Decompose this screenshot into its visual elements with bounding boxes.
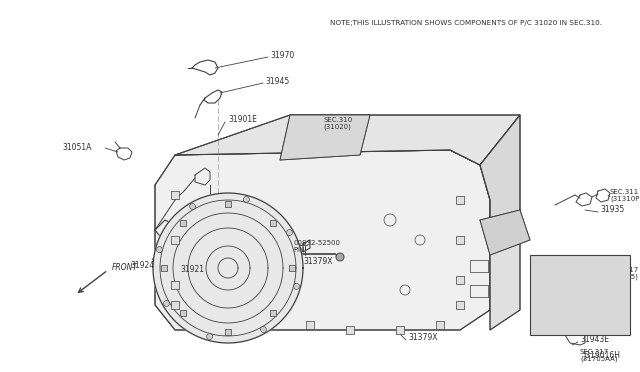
Circle shape: [260, 327, 266, 333]
Circle shape: [207, 334, 212, 340]
Circle shape: [189, 203, 195, 209]
Polygon shape: [153, 193, 303, 343]
Text: SEC.310: SEC.310: [323, 117, 352, 123]
Text: (31020): (31020): [323, 124, 351, 130]
Bar: [346, 326, 354, 334]
Circle shape: [163, 301, 170, 307]
Bar: [456, 301, 464, 309]
Bar: [171, 281, 179, 289]
Circle shape: [243, 196, 250, 202]
Bar: [270, 220, 276, 226]
Bar: [470, 260, 488, 272]
Text: 00832-52500: 00832-52500: [293, 240, 340, 246]
Text: FRONT: FRONT: [112, 263, 138, 273]
Text: 31924: 31924: [130, 260, 154, 269]
Bar: [289, 265, 295, 271]
Text: 31943E: 31943E: [580, 336, 609, 344]
Polygon shape: [155, 150, 490, 330]
Bar: [225, 201, 231, 207]
Circle shape: [156, 247, 163, 253]
Text: SEC.311: SEC.311: [610, 189, 639, 195]
Text: 31901E: 31901E: [228, 115, 257, 125]
Text: 31970: 31970: [270, 51, 294, 60]
Bar: [436, 321, 444, 329]
Text: (31310P): (31310P): [610, 196, 640, 202]
Bar: [225, 329, 231, 335]
Text: SEC.317: SEC.317: [580, 349, 609, 355]
Text: SEC.317: SEC.317: [610, 267, 639, 273]
Bar: [456, 196, 464, 204]
Text: (31705AA): (31705AA): [580, 356, 618, 362]
Polygon shape: [480, 210, 530, 255]
Text: 31051A: 31051A: [62, 144, 92, 153]
Bar: [396, 326, 404, 334]
Text: PIN: PIN: [293, 247, 305, 253]
Polygon shape: [175, 115, 520, 165]
Circle shape: [287, 230, 292, 235]
Circle shape: [294, 283, 300, 289]
Text: 31945: 31945: [265, 77, 289, 87]
Circle shape: [336, 253, 344, 261]
Text: 31921: 31921: [180, 266, 204, 275]
Polygon shape: [280, 115, 370, 160]
Text: 31379X: 31379X: [303, 257, 333, 266]
Bar: [270, 310, 276, 316]
Bar: [180, 220, 186, 226]
Text: NOTE;THIS ILLUSTRATION SHOWS COMPONENTS OF P/C 31020 IN SEC.310.: NOTE;THIS ILLUSTRATION SHOWS COMPONENTS …: [330, 20, 602, 26]
Bar: [456, 276, 464, 284]
Text: J319016H: J319016H: [583, 351, 620, 360]
Text: 31935: 31935: [600, 205, 624, 215]
Bar: [171, 236, 179, 244]
Bar: [161, 265, 167, 271]
Text: 31379X: 31379X: [408, 334, 438, 343]
Bar: [171, 191, 179, 199]
Bar: [306, 321, 314, 329]
Polygon shape: [490, 230, 520, 330]
Bar: [530, 255, 630, 335]
Text: (31705): (31705): [610, 274, 638, 280]
Bar: [456, 236, 464, 244]
Bar: [470, 285, 488, 297]
Bar: [171, 301, 179, 309]
Bar: [180, 310, 186, 316]
Polygon shape: [480, 115, 520, 250]
